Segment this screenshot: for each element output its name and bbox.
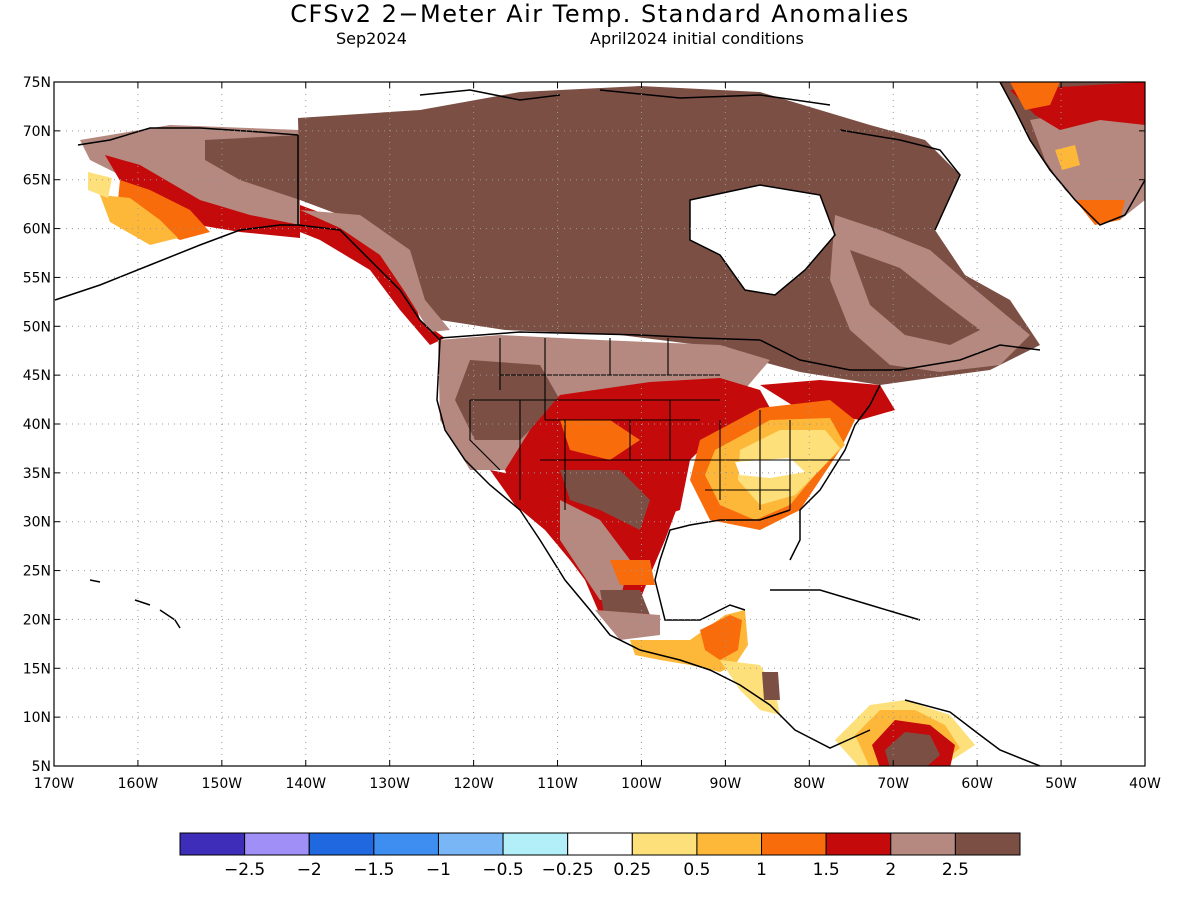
lat-label: 15N <box>23 661 51 677</box>
lat-label: 45N <box>23 368 51 384</box>
lon-label: 150W <box>202 776 243 792</box>
lon-label: 50W <box>1045 776 1077 792</box>
colorbar-label: 0.25 <box>613 860 651 880</box>
colorbar-label: 2 <box>885 860 896 880</box>
lon-label: 130W <box>369 776 410 792</box>
lon-label: 170W <box>34 776 75 792</box>
colorbar-swatch <box>308 832 375 856</box>
colorbar: −2.5 −2 −1.5 −1 −0.5 −0.25 0.25 0.5 1 1.5 2 2.5 <box>179 832 1021 880</box>
initial-conditions: April2024 initial conditions <box>590 29 804 48</box>
lon-label: 40W <box>1129 776 1161 792</box>
colorbar-label: −2.5 <box>224 860 265 880</box>
forecast-month: Sep2024 <box>336 29 407 48</box>
colorbar-label: 2.5 <box>942 860 969 880</box>
colorbar-label: −0.5 <box>482 860 523 880</box>
map-title: CFSv2 2−Meter Air Temp. Standard Anomali… <box>290 0 910 28</box>
lat-label: 65N <box>23 173 51 189</box>
lat-label: 50N <box>23 319 51 335</box>
colorbar-swatch <box>954 832 1021 856</box>
colorbar-label: 1 <box>756 860 767 880</box>
colorbar-swatch <box>567 832 633 856</box>
lat-label: 20N <box>23 612 51 628</box>
colorbar-swatch <box>825 832 892 856</box>
gridlines <box>54 82 1145 766</box>
lat-label: 75N <box>23 75 51 91</box>
state-borders <box>469 338 850 510</box>
lon-label: 100W <box>621 776 662 792</box>
colorbar-label: 1.5 <box>813 860 840 880</box>
lon-label: 80W <box>793 776 825 792</box>
lon-label: 110W <box>537 776 578 792</box>
colorbar-swatch <box>502 832 569 856</box>
map-area <box>54 82 1145 766</box>
lat-label: 25N <box>23 564 51 580</box>
axes: 75N 70N 65N 60N 55N 50N 45N 40N 35N 30N 25N 20N 15N 1… <box>23 75 1161 792</box>
lat-label: 10N <box>23 710 51 726</box>
colorbar-swatch <box>179 832 246 856</box>
colorbar-swatch <box>373 832 439 856</box>
lat-label: 40N <box>23 417 51 433</box>
lon-label: 60W <box>961 776 993 792</box>
colorbar-label: 0.5 <box>683 860 710 880</box>
colorbar-swatch <box>761 832 827 856</box>
lon-label: 120W <box>453 776 494 792</box>
coastlines <box>54 82 1145 766</box>
colorbar-swatch <box>890 832 956 856</box>
colorbar-swatch <box>244 832 310 856</box>
lon-label: 90W <box>710 776 742 792</box>
colorbar-label: −0.25 <box>542 860 594 880</box>
lat-label: 60N <box>23 222 51 238</box>
lon-label: 140W <box>285 776 326 792</box>
lon-label: 160W <box>118 776 159 792</box>
colorbar-swatch <box>696 832 763 856</box>
anomaly-shading <box>80 82 1145 766</box>
lat-label: 35N <box>23 466 51 482</box>
colorbar-label: −1 <box>426 860 451 880</box>
colorbar-swatch <box>437 832 504 856</box>
colorbar-label: −2 <box>297 860 322 880</box>
colorbar-swatch <box>631 832 698 856</box>
lat-label: 55N <box>23 270 51 286</box>
lat-label: 30N <box>23 515 51 531</box>
lat-label: 70N <box>23 124 51 140</box>
colorbar-label: −1.5 <box>353 860 394 880</box>
lat-label: 5N <box>32 759 51 775</box>
lon-label: 70W <box>877 776 909 792</box>
